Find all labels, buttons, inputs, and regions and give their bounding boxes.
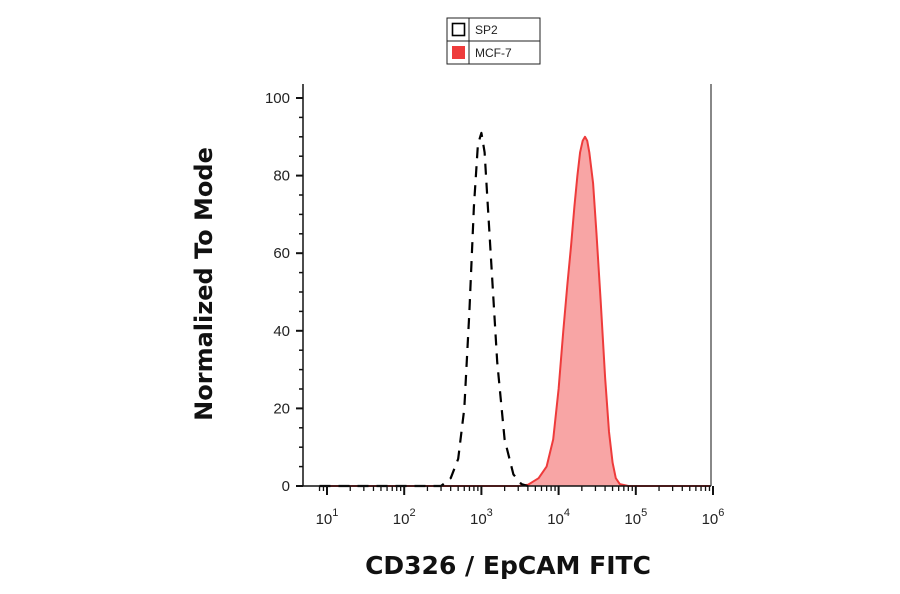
x-tick-label-5: 105 [624, 507, 647, 528]
y-tick-label-100: 100 [265, 90, 290, 107]
x-tick-label-2: 102 [393, 507, 416, 528]
y-tick-label-20: 20 [273, 400, 290, 417]
legend-swatch-mcf-7 [452, 46, 465, 59]
x-tick-label-1: 101 [316, 507, 339, 528]
legend-label-sp2: SP2 [475, 23, 498, 37]
x-axis-title: CD326 / EpCAM FITC [365, 551, 651, 580]
legend-swatch-sp2 [451, 22, 466, 37]
y-tick-label-80: 80 [273, 168, 290, 185]
y-tick-label-60: 60 [273, 245, 290, 262]
y-tick-label-0: 0 [282, 478, 290, 495]
series-line-mcf-7 [319, 135, 710, 487]
x-tick-label-6: 106 [702, 507, 725, 528]
legend: SP2 MCF-7 [446, 17, 541, 65]
series-area-mcf-7 [319, 136, 710, 487]
y-axis-title: Normalized To Mode [190, 147, 218, 421]
legend-label-mcf-7: MCF-7 [475, 46, 512, 60]
y-tick-label-40: 40 [273, 323, 290, 340]
x-tick-label-4: 104 [547, 507, 570, 528]
plot-series [319, 131, 710, 488]
axes: 0 20 40 60 80 100 101 102 103 104 105 106 [265, 84, 724, 528]
series-line-sp2 [319, 131, 529, 488]
x-tick-label-3: 103 [470, 507, 493, 528]
